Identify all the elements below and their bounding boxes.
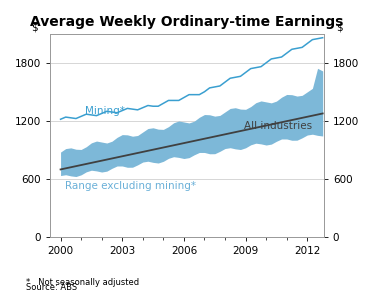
Text: *   Not seasonally adjusted: * Not seasonally adjusted xyxy=(26,277,139,287)
Text: Range excluding mining*: Range excluding mining* xyxy=(65,181,196,191)
Text: All industries: All industries xyxy=(243,120,312,131)
Text: Mining*: Mining* xyxy=(85,105,125,115)
Text: Source: ABS: Source: ABS xyxy=(26,283,77,292)
Text: $: $ xyxy=(336,22,343,32)
Text: $: $ xyxy=(31,22,38,32)
Title: Average Weekly Ordinary-time Earnings: Average Weekly Ordinary-time Earnings xyxy=(30,15,344,29)
